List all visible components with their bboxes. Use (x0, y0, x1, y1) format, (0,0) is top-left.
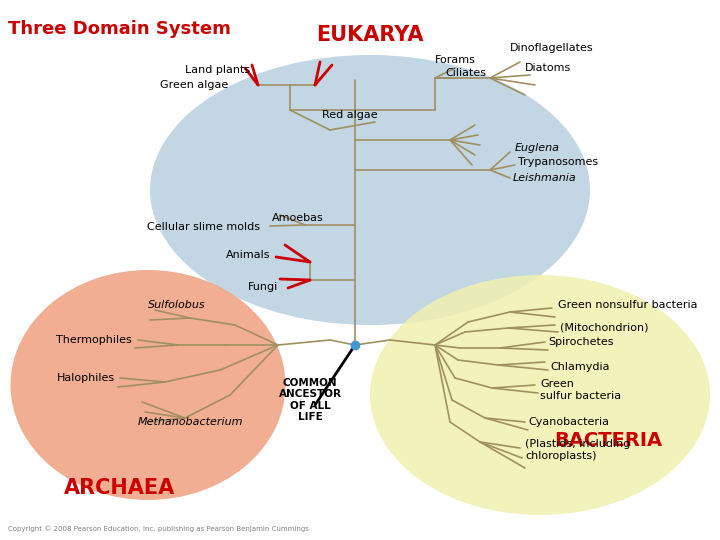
Text: BACTERIA: BACTERIA (554, 430, 662, 449)
Text: Sulfolobus: Sulfolobus (148, 300, 206, 310)
Text: Cellular slime molds: Cellular slime molds (147, 222, 260, 232)
Text: Three Domain System: Three Domain System (8, 20, 231, 38)
Text: Ciliates: Ciliates (445, 68, 486, 78)
Text: Fungi: Fungi (248, 282, 278, 292)
Text: EUKARYA: EUKARYA (316, 25, 424, 45)
Text: Amoebas: Amoebas (272, 213, 324, 223)
Text: Methanobacterium: Methanobacterium (138, 417, 243, 427)
Text: Dinoflagellates: Dinoflagellates (510, 43, 593, 53)
Text: Thermophiles: Thermophiles (56, 335, 132, 345)
Text: Leishmania: Leishmania (513, 173, 577, 183)
Text: (Mitochondrion): (Mitochondrion) (560, 323, 649, 333)
Text: ARCHAEA: ARCHAEA (64, 478, 176, 498)
Text: Green nonsulfur bacteria: Green nonsulfur bacteria (558, 300, 698, 310)
Text: Red algae: Red algae (323, 110, 378, 120)
Text: Animals: Animals (225, 250, 270, 260)
Text: Green algae: Green algae (160, 80, 228, 90)
Text: Spirochetes: Spirochetes (548, 337, 613, 347)
Text: Cyanobacteria: Cyanobacteria (528, 417, 609, 427)
Text: Copyright © 2008 Pearson Education, Inc. publishing as Pearson Benjamin Cummings: Copyright © 2008 Pearson Education, Inc.… (8, 525, 309, 532)
Text: Halophiles: Halophiles (57, 373, 115, 383)
Text: Land plants: Land plants (185, 65, 250, 75)
Ellipse shape (370, 275, 710, 515)
Ellipse shape (150, 55, 590, 325)
Text: Chlamydia: Chlamydia (550, 362, 610, 372)
Text: Diatoms: Diatoms (525, 63, 571, 73)
Text: Forams: Forams (435, 55, 476, 65)
Text: (Plastids, including
chloroplasts): (Plastids, including chloroplasts) (525, 439, 631, 461)
Text: Euglena: Euglena (515, 143, 560, 153)
Text: Trypanosomes: Trypanosomes (518, 157, 598, 167)
Ellipse shape (11, 270, 286, 500)
Text: Green
sulfur bacteria: Green sulfur bacteria (540, 379, 621, 401)
Text: COMMON
ANCESTOR
OF ALL
LIFE: COMMON ANCESTOR OF ALL LIFE (279, 377, 341, 422)
